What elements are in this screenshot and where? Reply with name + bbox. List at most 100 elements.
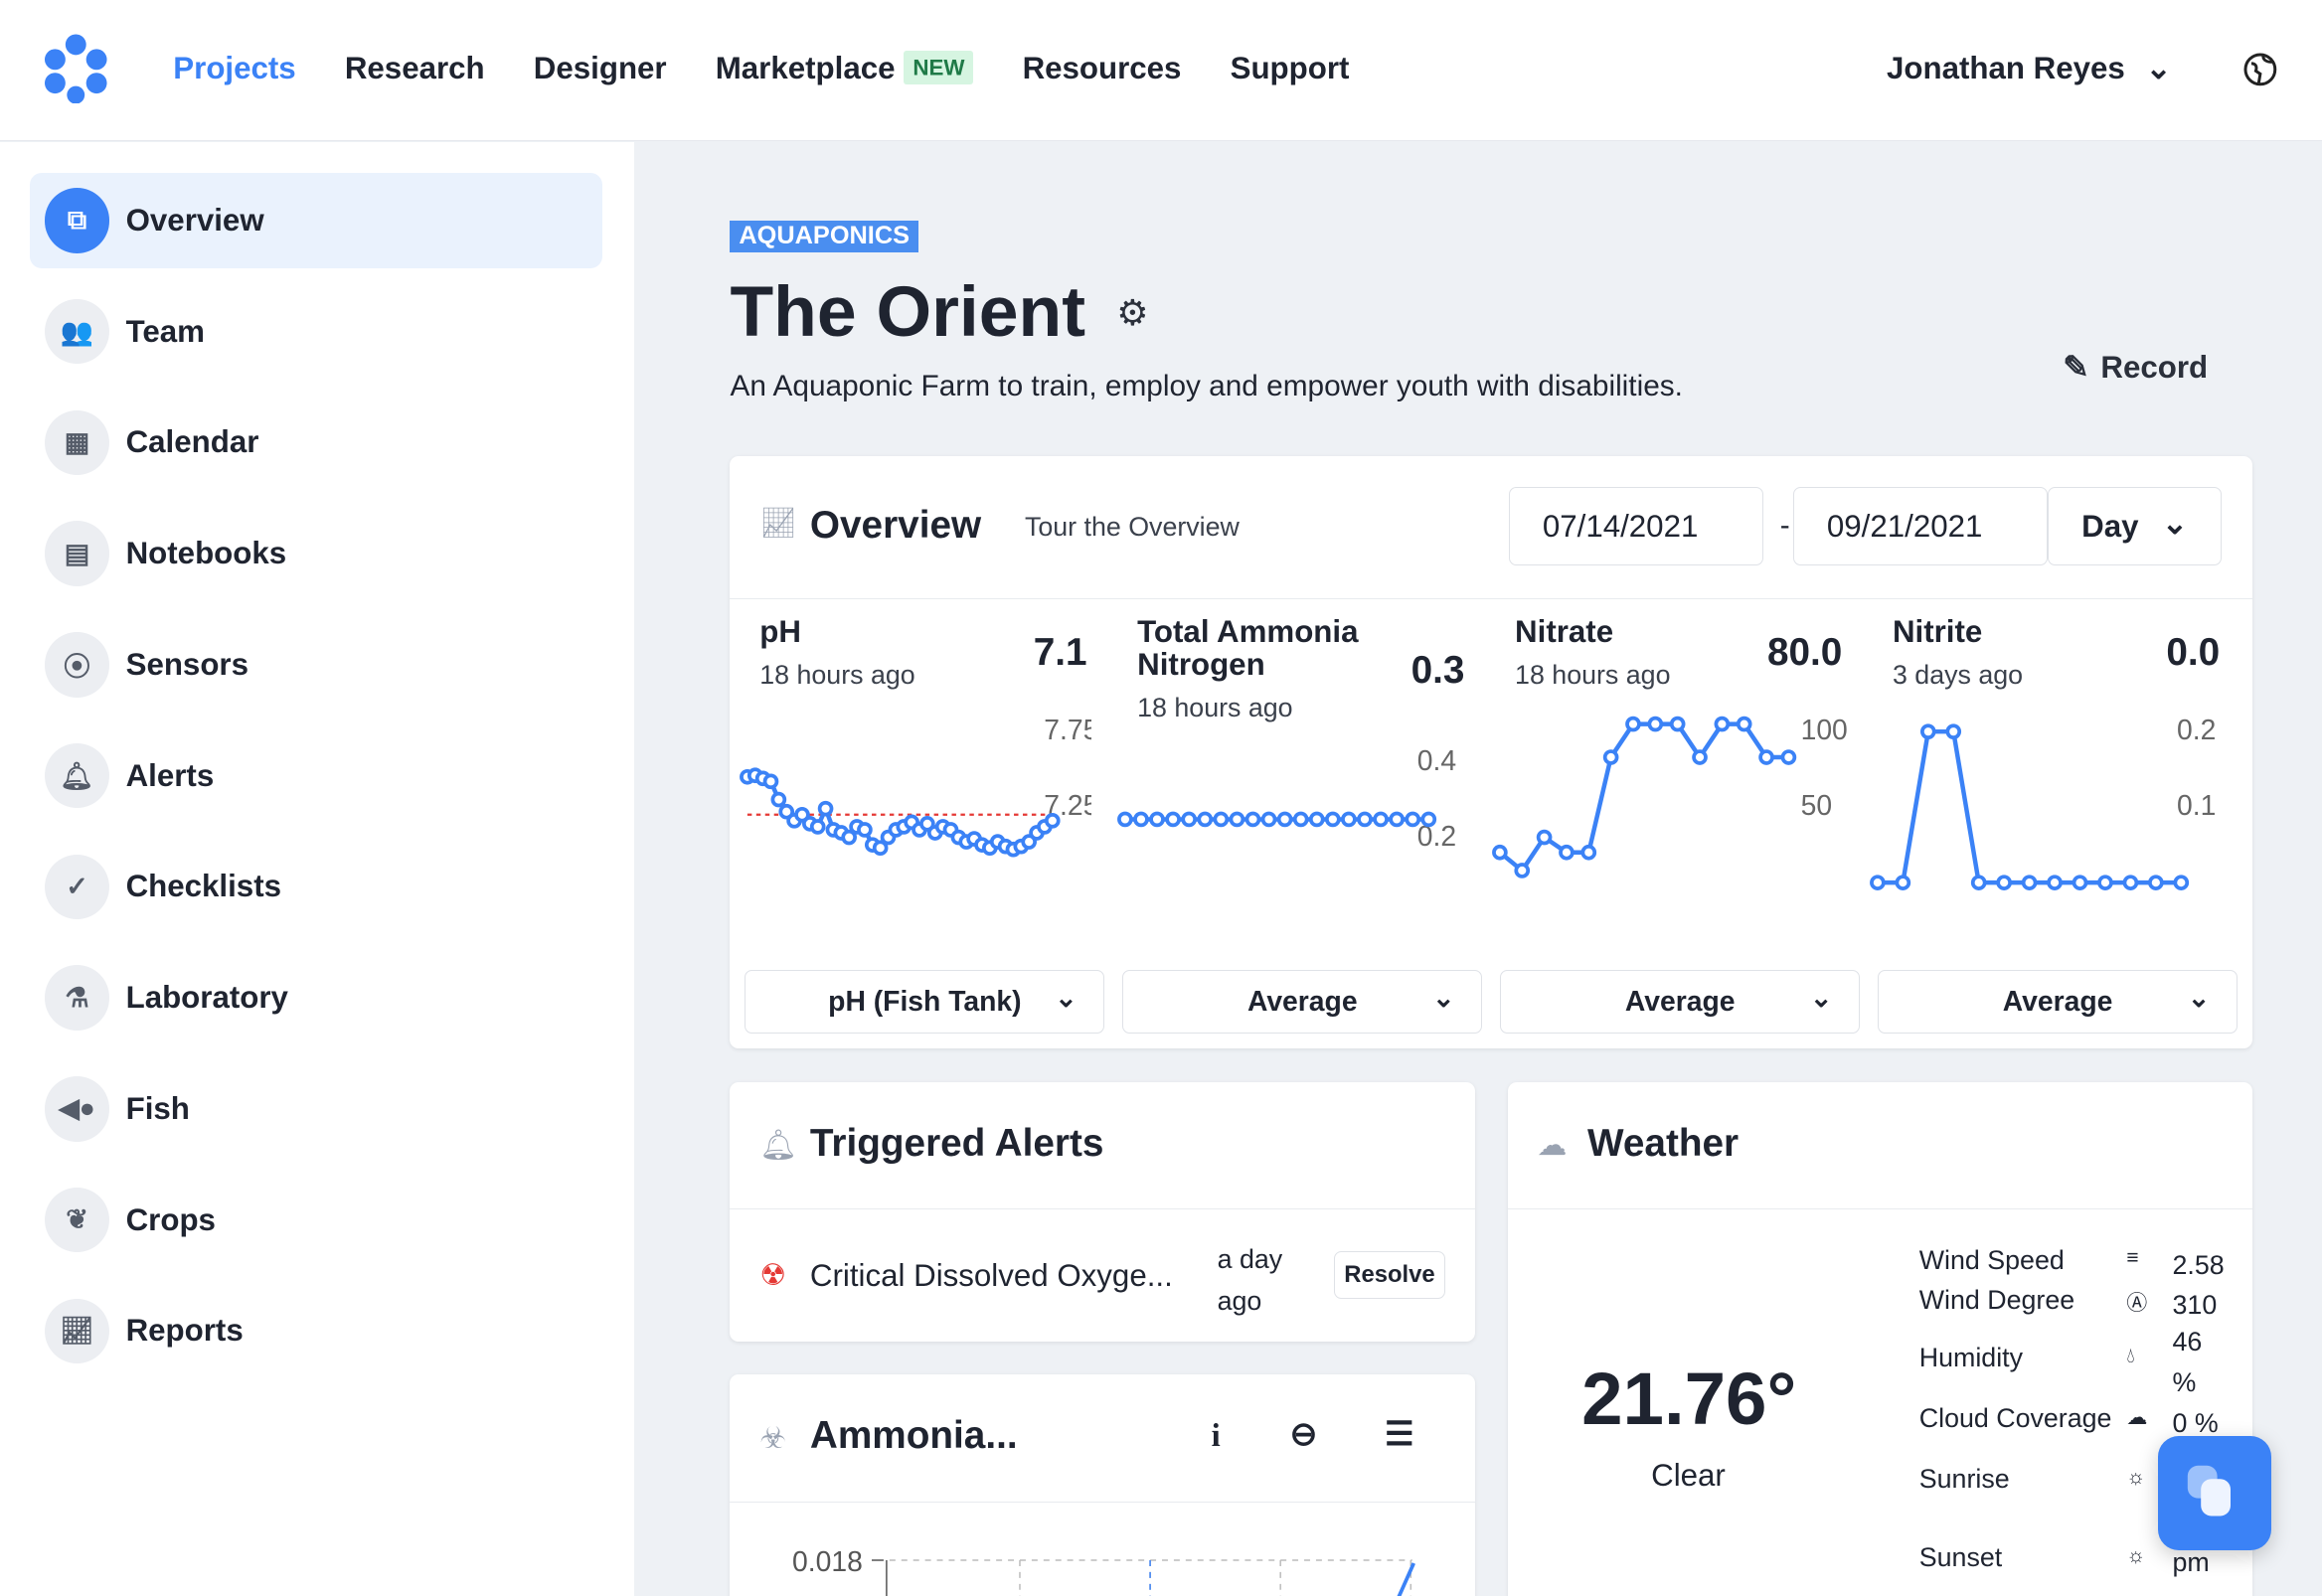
data-point[interactable]	[1870, 875, 1886, 890]
notebook-icon: ▤	[44, 521, 110, 586]
data-point[interactable]	[1213, 811, 1230, 828]
sidebar-item-label: Team	[125, 313, 205, 349]
data-point[interactable]	[2097, 875, 2113, 890]
data-point[interactable]	[818, 800, 834, 817]
end-date-input[interactable]: 09/21/2021	[1793, 487, 2049, 566]
sidebar-item-label: Overview	[125, 202, 264, 238]
metric-select[interactable]: Average ⌄	[1500, 969, 1861, 1034]
tour-link[interactable]: Tour the Overview	[1024, 512, 1240, 543]
sidebar-item-alerts[interactable]: 🔔︎ Alerts	[30, 728, 603, 823]
data-point[interactable]	[1229, 811, 1245, 828]
globe-icon[interactable]	[2242, 52, 2278, 87]
data-point[interactable]	[1245, 811, 1261, 828]
data-point[interactable]	[1920, 723, 1936, 739]
data-point[interactable]	[1149, 811, 1166, 828]
data-point[interactable]	[2021, 875, 2038, 890]
data-point[interactable]	[1420, 811, 1437, 828]
data-point[interactable]	[2072, 875, 2088, 890]
data-point[interactable]	[763, 773, 779, 789]
data-point[interactable]	[1945, 723, 1962, 739]
chat-button[interactable]	[2157, 1436, 2272, 1550]
alert-text[interactable]: Critical Dissolved Oxyge...	[809, 1258, 1173, 1294]
sidebar-item-fish[interactable]: ◀● Fish	[30, 1061, 603, 1156]
data-point[interactable]	[1357, 811, 1374, 828]
data-point[interactable]	[1537, 829, 1553, 846]
data-point[interactable]	[778, 803, 795, 820]
data-point[interactable]	[1405, 811, 1421, 828]
data-point[interactable]	[2148, 875, 2164, 890]
data-point[interactable]	[1181, 811, 1198, 828]
data-point[interactable]	[1021, 834, 1038, 850]
data-point[interactable]	[1647, 716, 1664, 732]
info-icon[interactable]: i	[1211, 1418, 1221, 1455]
data-point[interactable]	[1514, 862, 1531, 878]
data-point[interactable]	[1737, 716, 1752, 732]
metric-select[interactable]: Average ⌄	[1122, 969, 1483, 1034]
sliders-icon[interactable]: ☰	[1384, 1415, 1414, 1453]
sidebar-item-reports[interactable]: 📈︎ Reports	[30, 1284, 603, 1378]
data-point[interactable]	[2047, 875, 2064, 890]
metric-name: pH	[759, 613, 801, 649]
data-point[interactable]	[1692, 748, 1709, 765]
metric-select[interactable]: Average ⌄	[1878, 969, 2239, 1034]
data-point[interactable]	[873, 840, 889, 856]
data-point[interactable]	[1261, 811, 1277, 828]
logo-icon[interactable]	[42, 33, 110, 104]
data-point[interactable]	[919, 815, 936, 832]
resolve-button[interactable]: Resolve	[1334, 1250, 1445, 1299]
data-point[interactable]	[1996, 875, 2013, 890]
sidebar-item-crops[interactable]: ❦ Crops	[30, 1173, 603, 1267]
nav-resources[interactable]: Resources	[1022, 50, 1182, 85]
metric-select[interactable]: pH (Fish Tank) ⌄	[745, 969, 1105, 1034]
data-point[interactable]	[1197, 811, 1214, 828]
data-point[interactable]	[1670, 716, 1686, 732]
data-point[interactable]	[1580, 844, 1597, 861]
sidebar-item-checklists[interactable]: ✓ Checklists	[30, 840, 603, 934]
data-point[interactable]	[2173, 875, 2190, 890]
data-point[interactable]	[794, 806, 811, 823]
data-point[interactable]	[1559, 844, 1576, 861]
data-point[interactable]	[771, 791, 787, 808]
sidebar-item-notebooks[interactable]: ▤ Notebooks	[30, 507, 603, 601]
data-point[interactable]	[1309, 811, 1325, 828]
data-point[interactable]	[841, 829, 858, 846]
data-point[interactable]	[1117, 811, 1134, 828]
sidebar-item-sensors[interactable]: ⦿ Sensors	[30, 617, 603, 712]
zoom-out-icon[interactable]: ⊖	[1289, 1415, 1318, 1453]
nav-support[interactable]: Support	[1230, 50, 1350, 85]
nav-marketplace[interactable]: Marketplace NEW	[716, 51, 974, 86]
data-point[interactable]	[1133, 811, 1150, 828]
data-point[interactable]	[1895, 875, 1911, 890]
data-point[interactable]	[1373, 811, 1390, 828]
data-point[interactable]	[1293, 811, 1309, 828]
user-menu[interactable]: Jonathan Reyes ⌄	[1887, 51, 2172, 86]
nav-projects[interactable]: Projects	[173, 50, 296, 85]
data-point[interactable]	[1165, 811, 1182, 828]
data-point[interactable]	[1758, 748, 1775, 765]
data-point[interactable]	[857, 821, 874, 838]
data-point[interactable]	[1389, 811, 1406, 828]
data-point[interactable]	[1971, 875, 1987, 890]
sidebar-item-calendar[interactable]: ▦ Calendar	[30, 396, 603, 490]
data-point[interactable]	[1714, 716, 1731, 732]
data-point[interactable]	[1277, 811, 1293, 828]
data-point[interactable]	[2122, 875, 2139, 890]
data-point[interactable]	[1492, 844, 1508, 861]
data-point[interactable]	[1325, 811, 1342, 828]
gear-icon[interactable]: ⚙	[1116, 292, 1149, 333]
data-point[interactable]	[1603, 748, 1619, 765]
data-point[interactable]	[1780, 748, 1797, 765]
sidebar-item-overview[interactable]: ⧉ Overview	[29, 173, 603, 268]
start-date-input[interactable]: 07/14/2021	[1509, 487, 1764, 566]
data-point[interactable]	[1045, 812, 1062, 829]
data-point[interactable]	[1341, 811, 1358, 828]
sidebar-item-team[interactable]: 👥 Team	[30, 284, 603, 379]
data-point[interactable]	[810, 818, 826, 835]
nav-research[interactable]: Research	[344, 50, 485, 85]
sidebar-item-laboratory[interactable]: ⚗ Laboratory	[30, 950, 603, 1044]
nav-designer[interactable]: Designer	[533, 50, 667, 85]
interval-select[interactable]: Day ⌄	[2048, 487, 2222, 566]
data-point[interactable]	[1625, 716, 1642, 732]
record-button[interactable]: ✎ Record	[2063, 350, 2208, 386]
sidebar-item-label: Crops	[125, 1201, 216, 1237]
